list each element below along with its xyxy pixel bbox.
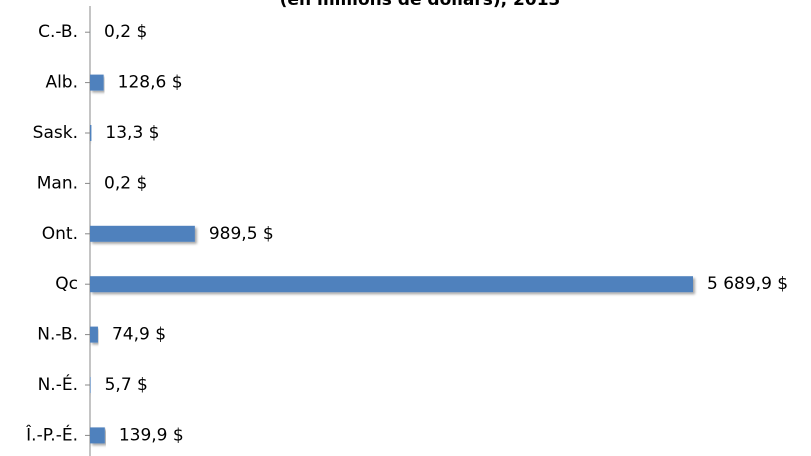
value-label: 74,9 $	[112, 325, 166, 345]
y-tick-label: Sask.	[33, 123, 78, 143]
y-tick-label: Qc	[55, 274, 78, 294]
bar	[90, 74, 104, 91]
value-label: 5 689,9 $	[707, 274, 788, 294]
value-label: 128,6 $	[118, 73, 183, 93]
y-tick-label: Alb.	[45, 73, 78, 93]
value-label: 989,5 $	[209, 224, 274, 244]
value-label: 0,2 $	[104, 173, 147, 193]
value-label: 139,9 $	[119, 425, 184, 445]
y-tick-label: Î.-P.-É.	[25, 423, 78, 445]
y-tick-label: N.-B.	[37, 325, 78, 345]
chart-title: (en millions de dollars), 2013	[280, 0, 561, 10]
value-label: 13,3 $	[105, 123, 159, 143]
bar	[90, 276, 693, 293]
y-tick-label: Ont.	[42, 224, 78, 244]
y-tick-label: Man.	[37, 173, 78, 193]
value-label: 0,2 $	[104, 22, 147, 42]
y-tick-label: N.-É.	[38, 373, 78, 395]
bar	[90, 225, 195, 242]
value-label: 5,7 $	[105, 375, 148, 395]
y-tick-label: C.-B.	[38, 22, 78, 42]
bar	[90, 125, 92, 141]
bar	[90, 377, 91, 393]
bar	[90, 326, 98, 343]
bar	[90, 427, 105, 444]
